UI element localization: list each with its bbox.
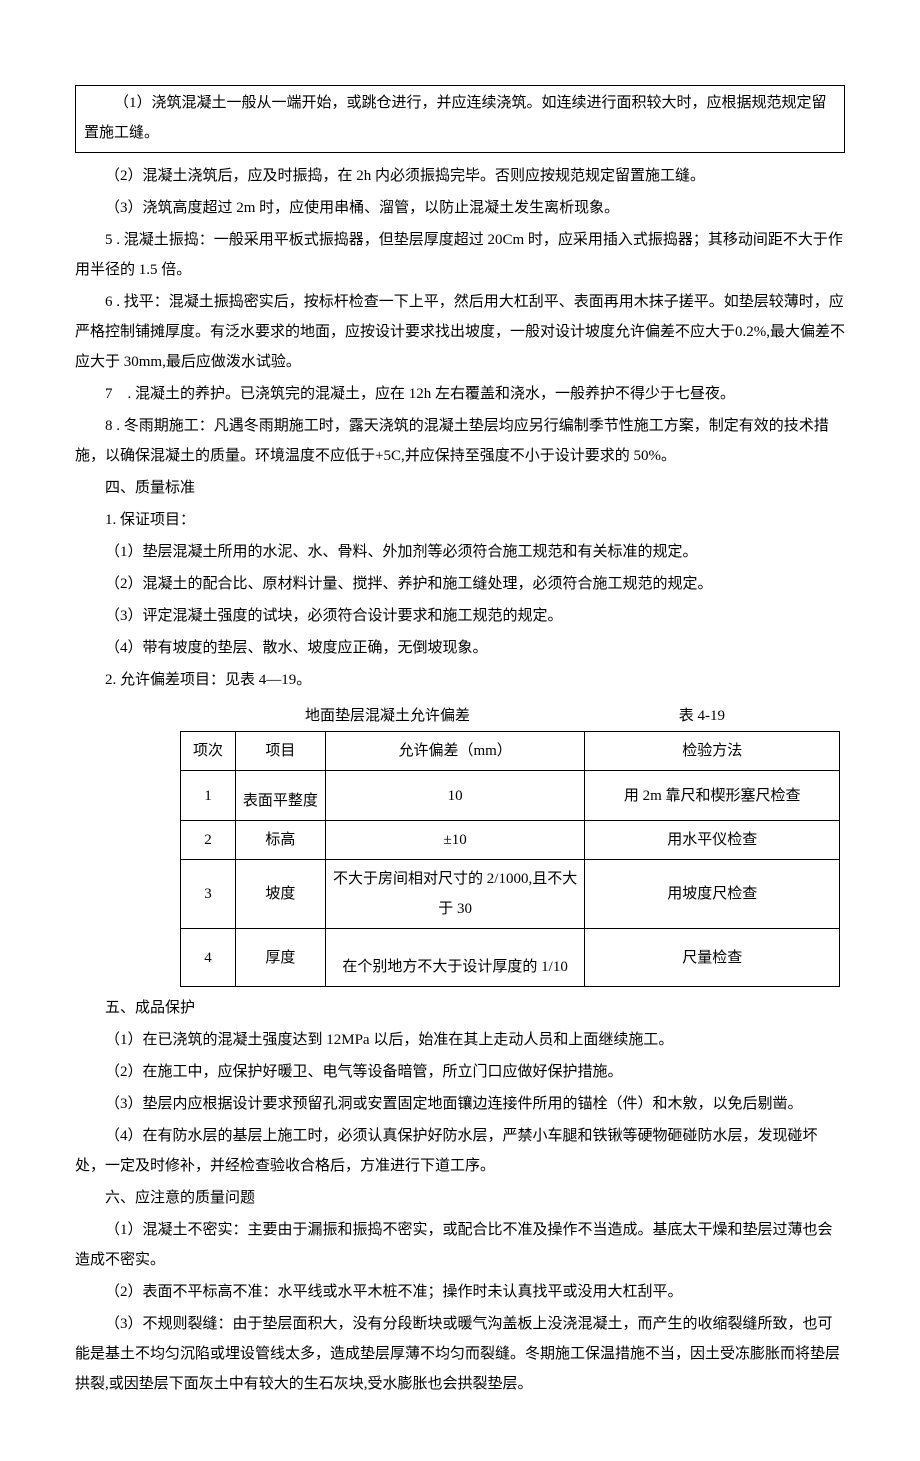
- table-caption: 地面垫层混凝土允许偏差 表 4-19: [75, 701, 845, 731]
- cell-method: 用坡度尺检查: [585, 860, 840, 929]
- table-caption-left: 地面垫层混凝土允许偏差: [305, 701, 470, 731]
- cell-method: 用 2m 靠尺和楔形塞尺检查: [585, 771, 840, 821]
- table-header-row: 项次 项目 允许偏差（mm） 检验方法: [181, 732, 840, 771]
- table-caption-right: 表 4-19: [679, 701, 725, 731]
- para-4-1-3: （3）评定混凝土强度的试块，必须符合设计要求和施工规范的规定。: [75, 601, 845, 631]
- th-item: 项目: [235, 732, 325, 771]
- para-8: 8 . 冬雨期施工：凡遇冬雨期施工时，露天浇筑的混凝土垫层均应另行编制季节性施工…: [75, 411, 845, 471]
- cell-index: 1: [181, 771, 236, 821]
- th-tolerance: 允许偏差（mm）: [325, 732, 585, 771]
- cell-index: 4: [181, 929, 236, 987]
- section-4-1: 1. 保证项目：: [75, 505, 845, 535]
- tolerance-table: 项次 项目 允许偏差（mm） 检验方法 1 表面平整度 10 用 2m 靠尺和楔…: [180, 731, 840, 987]
- section-4-2: 2. 允许偏差项目：见表 4—19。: [75, 665, 845, 695]
- cell-method: 尺量检查: [585, 929, 840, 987]
- cell-item: 表面平整度: [235, 771, 325, 821]
- table-row: 2 标高 ±10 用水平仪检查: [181, 821, 840, 860]
- para-5: 5 . 混凝土振捣：一般采用平板式振捣器，但垫层厚度超过 20Cm 时，应采用插…: [75, 225, 845, 285]
- table-row: 4 厚度 在个别地方不大于设计厚度的 1/10 尺量检查: [181, 929, 840, 987]
- para-4-1-2: （2）混凝土的配合比、原材料计量、搅拌、养护和施工缝处理，必须符合施工规范的规定…: [75, 569, 845, 599]
- cell-tolerance: 在个别地方不大于设计厚度的 1/10: [325, 929, 585, 987]
- para-5-4: （4）在有防水层的基层上施工时，必须认真保护好防水层，严禁小车腿和铁锹等硬物砸碰…: [75, 1121, 845, 1181]
- para-4-1-1: （1）垫层混凝土所用的水泥、水、骨料、外加剂等必须符合施工规范和有关标准的规定。: [75, 537, 845, 567]
- para-4-1-4: （4）带有坡度的垫层、散水、坡度应正确，无倒坡现象。: [75, 633, 845, 663]
- para-5-1: （1）在已浇筑的混凝土强度达到 12MPa 以后，始准在其上走动人员和上面继续施…: [75, 1025, 845, 1055]
- para-7: 7 . 混凝土的养护。已浇筑完的混凝土，应在 12h 左右覆盖和浇水，一般养护不…: [75, 379, 845, 409]
- section-4-title: 四、质量标准: [75, 473, 845, 503]
- cell-index: 2: [181, 821, 236, 860]
- table-row: 1 表面平整度 10 用 2m 靠尺和楔形塞尺检查: [181, 771, 840, 821]
- th-method: 检验方法: [585, 732, 840, 771]
- boxed-note: （1）浇筑混凝土一般从一端开始，或跳仓进行，并应连续浇筑。如连续进行面积较大时，…: [75, 85, 845, 153]
- th-index: 项次: [181, 732, 236, 771]
- cell-item: 厚度: [235, 929, 325, 987]
- section-5-title: 五、成品保护: [75, 993, 845, 1023]
- boxed-para-1: （1）浇筑混凝土一般从一端开始，或跳仓进行，并应连续浇筑。如连续进行面积较大时，…: [84, 88, 836, 148]
- cell-item: 坡度: [235, 860, 325, 929]
- para-6: 6 . 找平：混凝土振捣密实后，按标杆检查一下上平，然后用大杠刮平、表面再用木抹…: [75, 287, 845, 377]
- para-2: （2）混凝土浇筑后，应及时振捣，在 2h 内必须振捣完毕。否则应按规范规定留置施…: [75, 161, 845, 191]
- cell-tolerance: 10: [325, 771, 585, 821]
- cell-tolerance: 不大于房间相对尺寸的 2/1000,且不大于 30: [325, 860, 585, 929]
- para-6-2: （2）表面不平标高不准：水平线或水平木桩不准；操作时未认真找平或没用大杠刮平。: [75, 1277, 845, 1307]
- para-5-3: （3）垫层内应根据设计要求预留孔洞或安置固定地面镶边连接件所用的锚栓（件）和木敫…: [75, 1089, 845, 1119]
- para-3: （3）浇筑高度超过 2m 时，应使用串桶、溜管，以防止混凝土发生离析现象。: [75, 193, 845, 223]
- para-6-1: （1）混凝土不密实：主要由于漏振和振捣不密实，或配合比不准及操作不当造成。基底太…: [75, 1215, 845, 1275]
- cell-index: 3: [181, 860, 236, 929]
- cell-item: 标高: [235, 821, 325, 860]
- table-row: 3 坡度 不大于房间相对尺寸的 2/1000,且不大于 30 用坡度尺检查: [181, 860, 840, 929]
- para-5-2: （2）在施工中，应保护好暖卫、电气等设备暗管，所立门口应做好保护措施。: [75, 1057, 845, 1087]
- cell-method: 用水平仪检查: [585, 821, 840, 860]
- para-6-3: （3）不规则裂缝：由于垫层面积大，没有分段断块或暖气沟盖板上没浇混凝土，而产生的…: [75, 1309, 845, 1399]
- cell-tolerance: ±10: [325, 821, 585, 860]
- section-6-title: 六、应注意的质量问题: [75, 1183, 845, 1213]
